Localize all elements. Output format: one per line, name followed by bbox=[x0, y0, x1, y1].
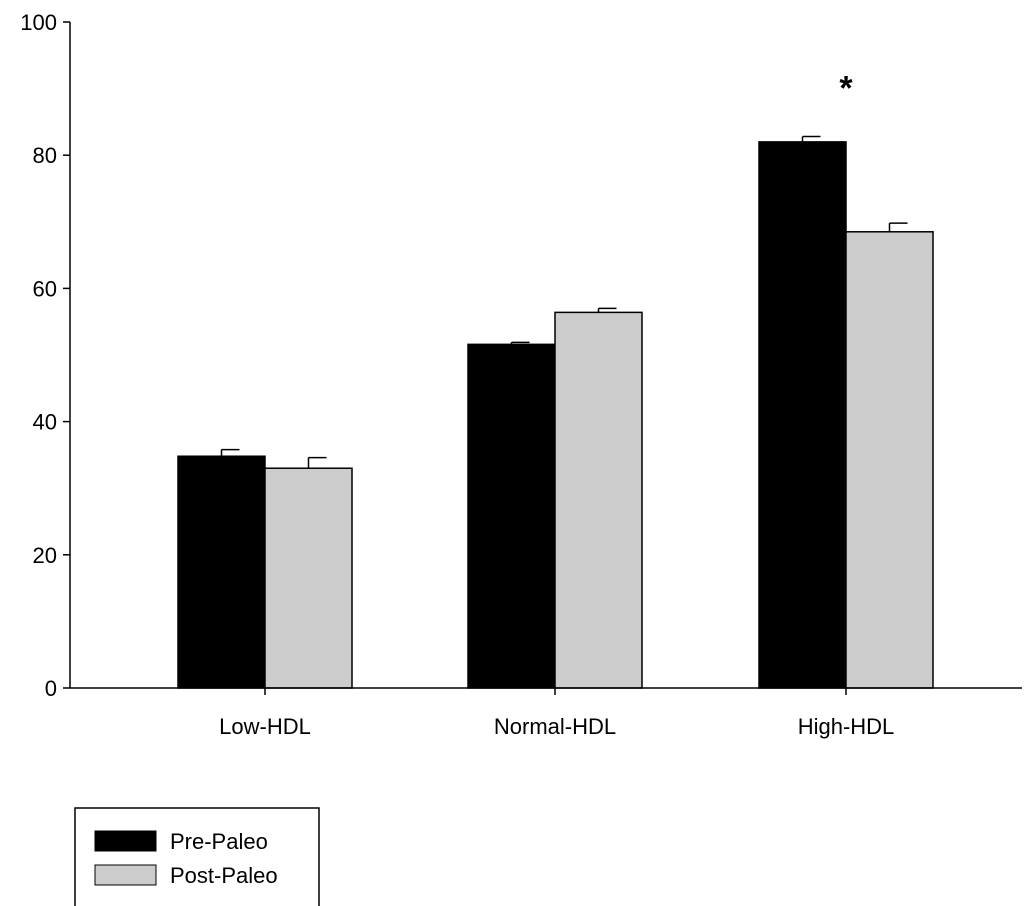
bar-pre-paleo-high-hdl bbox=[758, 141, 847, 689]
annotations-layer: * bbox=[839, 69, 853, 107]
error-bar-pre-paleo-normal-hdl bbox=[510, 341, 530, 345]
error-bar-post-paleo-low-hdl bbox=[307, 456, 327, 469]
y-tick-label: 40 bbox=[33, 410, 57, 435]
y-tick-label: 60 bbox=[33, 276, 57, 301]
bar-post-paleo-low-hdl bbox=[264, 467, 353, 689]
y-tick-label: 100 bbox=[20, 10, 57, 35]
error-bar-post-paleo-normal-hdl bbox=[597, 307, 617, 313]
x-tick-label-normal-hdl: Normal-HDL bbox=[494, 714, 616, 739]
legend-box bbox=[74, 807, 320, 906]
legend-label-post-paleo: Post-Paleo bbox=[170, 863, 278, 888]
legend-swatch-pre-paleo bbox=[94, 830, 157, 852]
significance-annotation: * bbox=[839, 69, 853, 107]
y-tick-label: 0 bbox=[45, 676, 57, 701]
bar-post-paleo-high-hdl bbox=[845, 231, 934, 689]
error-bars-layer bbox=[220, 135, 908, 469]
bar-pre-paleo-low-hdl bbox=[177, 455, 266, 689]
x-tick-label-low-hdl: Low-HDL bbox=[219, 714, 311, 739]
legend-swatch-post-paleo bbox=[94, 864, 157, 886]
error-bar-pre-paleo-low-hdl bbox=[220, 448, 240, 457]
legend-label-pre-paleo: Pre-Paleo bbox=[170, 829, 268, 854]
y-tick-label: 80 bbox=[33, 143, 57, 168]
x-tick-label-high-hdl: High-HDL bbox=[798, 714, 895, 739]
bar-post-paleo-normal-hdl bbox=[554, 311, 643, 689]
bar-pre-paleo-normal-hdl bbox=[467, 343, 556, 689]
legend: Pre-Paleo Post-Paleo bbox=[74, 807, 320, 906]
bars-layer bbox=[177, 141, 934, 689]
error-bar-post-paleo-high-hdl bbox=[888, 222, 908, 232]
y-tick-label: 20 bbox=[33, 543, 57, 568]
axes-layer: 0 20 40 60 80 100 Low-HDL Normal-HDL High-HDL bbox=[20, 10, 1022, 739]
error-bar-pre-paleo-high-hdl bbox=[801, 135, 821, 142]
